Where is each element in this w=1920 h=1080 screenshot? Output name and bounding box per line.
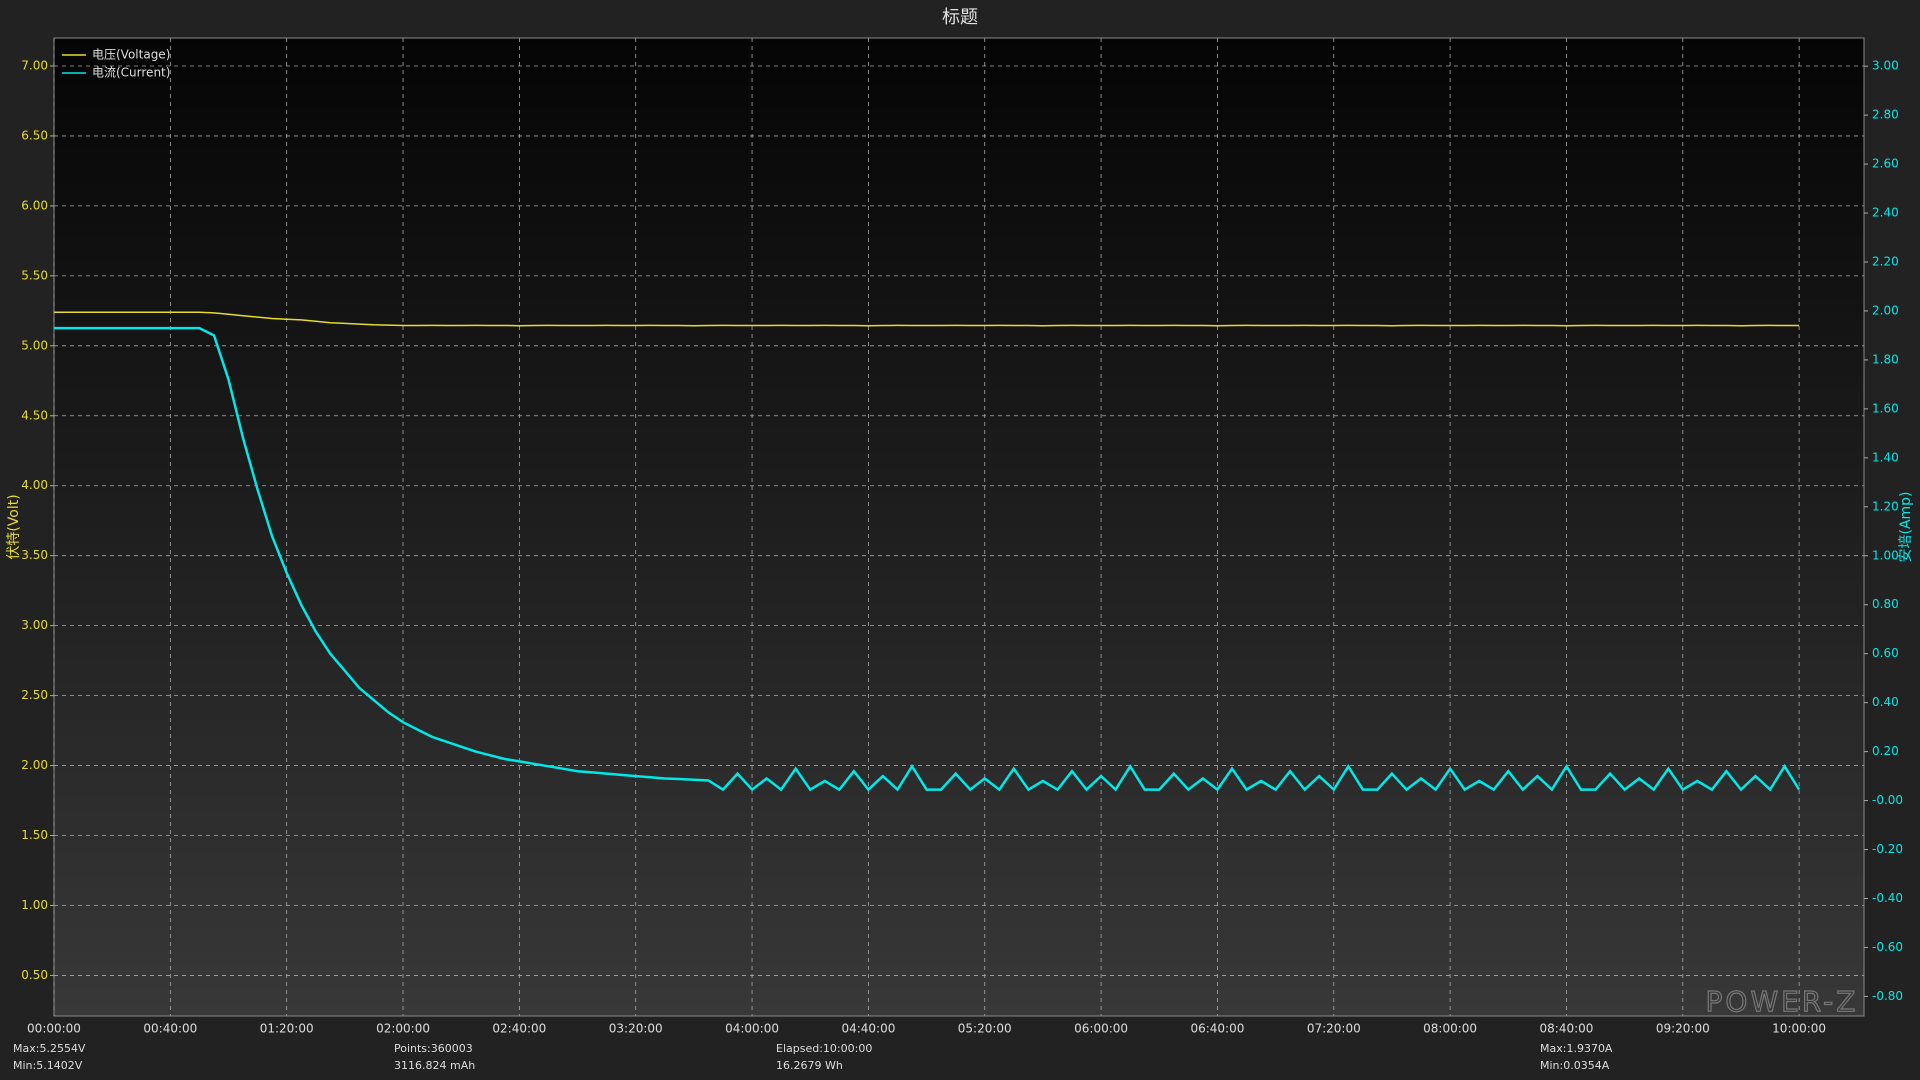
y-tick-label: 7.00 <box>21 58 48 72</box>
y2-tick-label: 0.20 <box>1872 744 1899 758</box>
y-tick-label: 6.50 <box>21 128 48 142</box>
x-tick-label: 00:00:00 <box>27 1022 81 1036</box>
y2-tick-label: 3.00 <box>1872 59 1899 73</box>
y2-tick-label: -0.60 <box>1872 940 1903 954</box>
x-tick-label: 02:40:00 <box>492 1022 546 1036</box>
legend-label: 电流(Current) <box>92 66 170 80</box>
x-tick-label: 08:00:00 <box>1423 1022 1477 1036</box>
x-tick-label: 08:40:00 <box>1540 1022 1594 1036</box>
y-tick-label: 2.50 <box>21 688 48 702</box>
chart-title: 标题 <box>942 7 978 28</box>
y2-tick-label: 1.00 <box>1872 548 1899 562</box>
y2-tick-label: -0.00 <box>1872 793 1903 807</box>
y2-tick-label: 1.20 <box>1872 499 1899 513</box>
series-line <box>54 326 1801 792</box>
y2-tick-label: 0.80 <box>1872 597 1899 611</box>
x-tick-label: 10:00:00 <box>1772 1022 1826 1036</box>
x-tick-label: 06:00:00 <box>1074 1022 1128 1036</box>
stat-text: Elapsed:10:00:00 <box>776 1042 872 1055</box>
stat-text: Min:0.0354A <box>1540 1059 1610 1072</box>
y-tick-label: 1.00 <box>21 898 48 912</box>
plot-area <box>53 37 1865 1017</box>
y2-tick-label: 1.40 <box>1872 450 1899 464</box>
stat-text: Max:1.9370A <box>1540 1042 1613 1055</box>
y-tick-label: 2.00 <box>21 758 48 772</box>
y-tick-label: 1.50 <box>21 828 48 842</box>
x-tick-label: 04:40:00 <box>841 1022 895 1036</box>
stat-text: Max:5.2554V <box>13 1042 86 1055</box>
x-tick-label: 01:20:00 <box>260 1022 314 1036</box>
y2-axis-label: 安培(Amp) <box>1898 491 1914 562</box>
y-tick-label: 5.50 <box>21 268 48 282</box>
stat-text: 3116.824 mAh <box>394 1059 475 1072</box>
x-tick-label: 09:20:00 <box>1656 1022 1710 1036</box>
series-line <box>54 311 1800 327</box>
stat-text: Min:5.1402V <box>13 1059 83 1072</box>
y-tick-label: 0.50 <box>21 968 48 982</box>
y-tick-label: 4.00 <box>21 478 48 492</box>
stat-text: Points:360003 <box>394 1042 473 1055</box>
y-tick-label: 5.00 <box>21 338 48 352</box>
y-tick-label: 6.00 <box>21 198 48 212</box>
x-tick-label: 04:00:00 <box>725 1022 779 1036</box>
y2-tick-label: 0.60 <box>1872 646 1899 660</box>
y2-tick-label: 1.60 <box>1872 401 1899 415</box>
y2-tick-label: -0.40 <box>1872 891 1903 905</box>
x-tick-label: 06:40:00 <box>1190 1022 1244 1036</box>
y2-tick-label: 2.80 <box>1872 108 1899 122</box>
x-tick-label: 03:20:00 <box>609 1022 663 1036</box>
y-tick-label: 4.50 <box>21 408 48 422</box>
watermark: POWER-Z <box>1706 985 1859 1018</box>
y-axis-label: 伏特(Volt) <box>6 494 22 559</box>
x-tick-label: 00:40:00 <box>143 1022 197 1036</box>
legend-label: 电压(Voltage) <box>92 48 170 62</box>
y2-tick-label: 0.40 <box>1872 695 1899 709</box>
y2-tick-label: 2.60 <box>1872 157 1899 171</box>
y2-tick-label: 2.00 <box>1872 303 1899 317</box>
y-tick-label: 3.50 <box>21 548 48 562</box>
x-tick-label: 02:00:00 <box>376 1022 430 1036</box>
x-tick-label: 05:20:00 <box>958 1022 1012 1036</box>
y2-tick-label: 1.80 <box>1872 352 1899 366</box>
stat-text: 16.2679 Wh <box>776 1059 843 1072</box>
y-tick-label: 3.00 <box>21 618 48 632</box>
y2-tick-label: -0.80 <box>1872 989 1903 1003</box>
x-tick-label: 07:20:00 <box>1307 1022 1361 1036</box>
y2-tick-label: 2.40 <box>1872 206 1899 220</box>
y2-tick-label: -0.20 <box>1872 842 1903 856</box>
y2-tick-label: 2.20 <box>1872 254 1899 268</box>
